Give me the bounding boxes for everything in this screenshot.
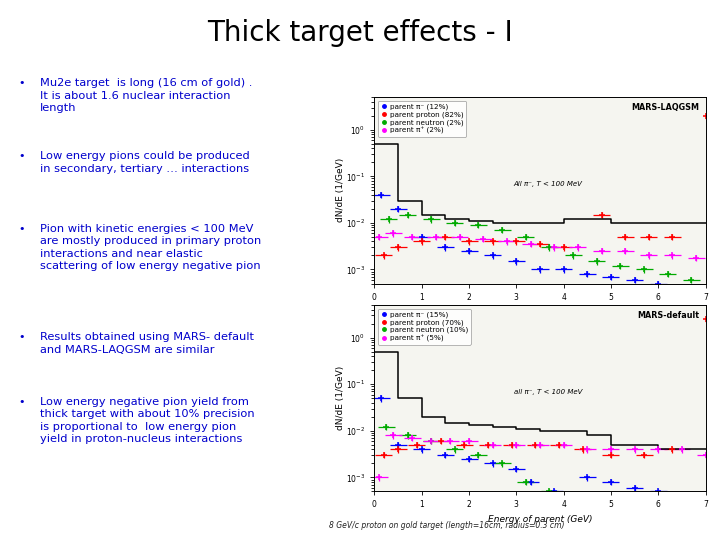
Text: MARS-LAQGSM: MARS-LAQGSM xyxy=(631,103,699,112)
Text: 8 GeV/c proton on gold target (length=16cm, radius=0.3 cm): 8 GeV/c proton on gold target (length=16… xyxy=(328,521,564,530)
Text: •: • xyxy=(18,151,24,161)
Text: Mu2e target  is long (16 cm of gold) .
It is about 1.6 nuclear interaction
lengt: Mu2e target is long (16 cm of gold) . It… xyxy=(40,78,252,113)
Y-axis label: dN/dE (1/GeV): dN/dE (1/GeV) xyxy=(336,366,345,430)
Text: •: • xyxy=(18,224,24,234)
Text: Results obtained using MARS- default
and MARS-LAQGSM are similar: Results obtained using MARS- default and… xyxy=(40,332,253,354)
Text: •: • xyxy=(18,78,24,89)
Text: Pion with kinetic energies < 100 MeV
are mostly produced in primary proton
inter: Pion with kinetic energies < 100 MeV are… xyxy=(40,224,261,271)
Legend: parent π⁻ (12%), parent proton (82%), parent neutron (2%), parent π⁺ (2%): parent π⁻ (12%), parent proton (82%), pa… xyxy=(378,101,466,137)
Text: Thick target effects - I: Thick target effects - I xyxy=(207,19,513,47)
Text: all π⁻, T < 100 MeV: all π⁻, T < 100 MeV xyxy=(513,389,582,395)
X-axis label: Energy of parent (GeV): Energy of parent (GeV) xyxy=(487,515,593,524)
Text: Low energy negative pion yield from
thick target with about 10% precision
is pro: Low energy negative pion yield from thic… xyxy=(40,397,254,444)
Text: Low energy pions could be produced
in secondary, tertiary … interactions: Low energy pions could be produced in se… xyxy=(40,151,249,173)
Text: All π⁻, T < 100 MeV: All π⁻, T < 100 MeV xyxy=(513,181,582,187)
Text: •: • xyxy=(18,332,24,342)
Y-axis label: dN/dE (1/GeV): dN/dE (1/GeV) xyxy=(336,158,345,222)
X-axis label: Energy of parent (GeV): Energy of parent (GeV) xyxy=(487,307,593,316)
Legend: parent π⁻ (15%), parent proton (70%), parent neutron (10%), parent π⁺ (5%): parent π⁻ (15%), parent proton (70%), pa… xyxy=(378,309,471,345)
Text: MARS-default: MARS-default xyxy=(637,310,699,320)
Text: •: • xyxy=(18,397,24,407)
